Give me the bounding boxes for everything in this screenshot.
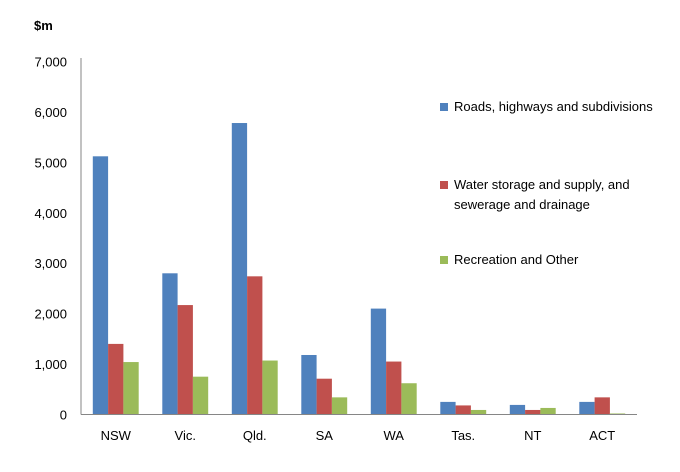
bar-act-1	[579, 401, 595, 415]
y-tick-label: 1,000	[34, 357, 67, 372]
bar-tas-1	[440, 401, 456, 415]
legend-item-recreation: Recreation and Other	[440, 250, 578, 270]
bar-qld-1	[231, 123, 248, 415]
x-tick-label: WA	[384, 428, 405, 443]
bar-vic-1	[162, 273, 178, 415]
bar-nt-3	[540, 407, 556, 415]
y-tick-label: 4,000	[34, 206, 67, 221]
bar-nsw-1	[92, 156, 109, 415]
bar-nt-1	[509, 404, 526, 415]
x-tick-label: SA	[316, 428, 334, 443]
x-tick-label: NSW	[101, 428, 132, 443]
bar-nt-2	[525, 409, 541, 415]
y-tick-label: 6,000	[34, 105, 67, 120]
legend-label: Water storage and supply, and sewerage a…	[454, 177, 630, 212]
legend-label: Roads, highways and subdivisions	[454, 99, 653, 114]
bar-sa-3	[331, 397, 348, 415]
y-tick-label: 0	[60, 408, 67, 423]
legend-item-roads: Roads, highways and subdivisions	[440, 97, 653, 117]
x-tick-label: Tas.	[451, 428, 475, 443]
bar-tas-3	[470, 409, 487, 415]
bar-wa-3	[401, 383, 417, 415]
y-tick-label: 7,000	[34, 55, 67, 70]
legend-swatch-red	[440, 181, 448, 189]
bar-wa-2	[386, 361, 402, 415]
x-tick-label: Vic.	[175, 428, 196, 443]
bar-vic-2	[177, 305, 193, 415]
legend-swatch-green	[440, 256, 448, 264]
bar-vic-3	[192, 376, 209, 415]
bar-tas-2	[455, 405, 471, 415]
bar-act-2	[594, 397, 610, 415]
bar-act-3	[609, 413, 626, 415]
y-tick-label: 5,000	[34, 155, 67, 170]
bar-nsw-2	[108, 343, 124, 415]
x-tick-label: Qld.	[243, 428, 267, 443]
y-axis-label: $m	[34, 18, 53, 33]
bar-qld-3	[262, 360, 278, 415]
y-tick-label: 3,000	[34, 256, 67, 271]
bar-sa-1	[301, 354, 317, 415]
x-tick-label: ACT	[589, 428, 615, 443]
legend-swatch-blue	[440, 103, 448, 111]
y-tick-label: 2,000	[34, 307, 67, 322]
bar-qld-2	[247, 276, 263, 415]
legend-label: Recreation and Other	[454, 252, 579, 267]
x-tick-label: NT	[524, 428, 541, 443]
legend-item-water: Water storage and supply, and sewerage a…	[440, 175, 654, 215]
bar-nsw-3	[123, 362, 139, 415]
bar-wa-1	[370, 308, 387, 415]
bar-sa-2	[316, 378, 332, 415]
